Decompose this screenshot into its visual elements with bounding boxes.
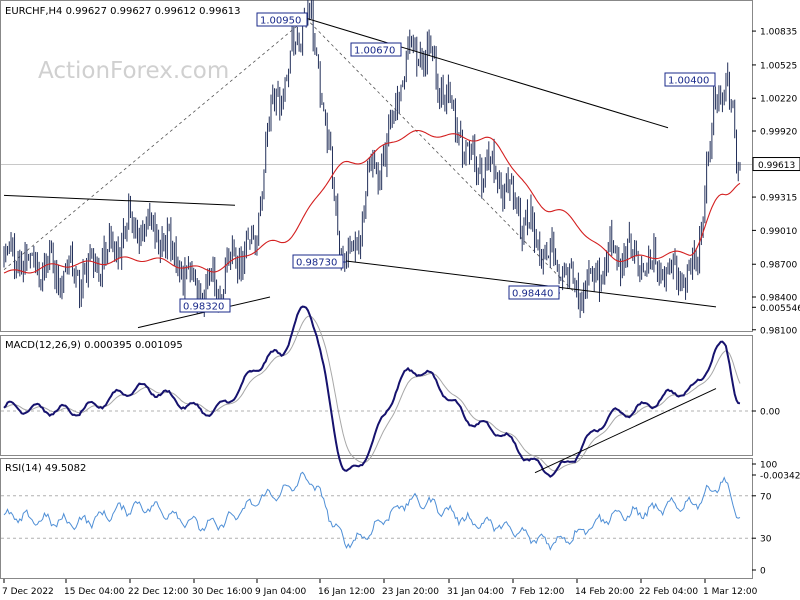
swing-label-box [292, 254, 344, 269]
swing-label-box [256, 12, 308, 27]
price-y-tick-label: 1.00835 [760, 28, 797, 38]
x-tick-label: 23 Jan 20:00 [382, 587, 439, 597]
swing-label-text: 1.00950 [260, 16, 301, 27]
price-y-tick-label: 0.99315 [760, 194, 797, 204]
price-y-tick-label: 0.98400 [760, 294, 797, 304]
swing-label-text: 0.98730 [296, 258, 337, 269]
swing-label-box [179, 298, 231, 313]
watermark: ActionForex.com [38, 58, 229, 84]
price-y-tick-label: 0.99010 [760, 227, 797, 237]
trendline-lower-channel [345, 260, 717, 308]
moving-average-line [3, 129, 741, 274]
x-tick-label: 30 Dec 16:00 [192, 587, 253, 597]
swing-label-text: 0.98320 [183, 302, 224, 313]
x-tick-label: 7 Dec 2022 [2, 587, 54, 597]
swing-label-box [664, 72, 716, 87]
x-tick-label: 16 Jan 12:00 [318, 587, 375, 597]
macd-trendline [534, 388, 717, 474]
last-price-badge [752, 157, 800, 172]
rsi-layer [1, 471, 752, 551]
rsi-line [3, 471, 741, 551]
macd-y-tick-label: 0.005546 [760, 304, 800, 314]
x-tick-label: 9 Jan 04:00 [255, 587, 307, 597]
macd-y-tick-label: 0.00 [760, 408, 780, 418]
macd-layer [1, 305, 752, 478]
swing-label-box [508, 285, 560, 300]
price-y-tick-label: 0.98700 [760, 261, 797, 271]
swing-label-text: 1.00670 [354, 46, 395, 57]
rsi-title: RSI(14) 49.5082 [5, 463, 86, 474]
trendline-top-left [3, 194, 236, 206]
rsi-y-tick-label: 100 [760, 461, 777, 471]
dashed-swing-line-down [305, 18, 576, 293]
axis-layer: 1.00835 1.00525 1.00220 0.99920 0.99315 0.990… [2, 28, 800, 597]
macd-title: MACD(12,26,9) 0.000395 0.001095 [5, 340, 183, 351]
price-y-tick-label: 1.00525 [760, 61, 797, 71]
price-y-tick-label: 1.00220 [760, 95, 797, 105]
macd-panel-frame [0, 335, 753, 456]
trendline-upper-channel [306, 18, 669, 129]
swing-label-text: 1.00400 [668, 76, 709, 87]
last-price-label: 0.99613 [758, 161, 795, 171]
swing-label-text: 0.98440 [512, 289, 553, 300]
price-y-tick-label: 0.99920 [760, 128, 797, 138]
rsi-panel-frame [0, 458, 753, 579]
x-tick-label: 15 Dec 04:00 [64, 587, 125, 597]
x-tick-label: 31 Jan 04:00 [447, 587, 504, 597]
x-tick-label: 1 Mar 12:00 [703, 587, 758, 597]
x-tick-label: 22 Dec 12:00 [128, 587, 189, 597]
price-y-tick-label: 0.98100 [760, 326, 797, 336]
rsi-y-tick-label: 70 [760, 492, 772, 502]
price-header: EURCHF,H4 0.99627 0.99627 0.99612 0.9961… [5, 6, 241, 17]
price-layer: 1.00950 1.00670 1.00400 0.98730 0.98440 0.983… [1, 0, 752, 329]
macd-line [3, 305, 741, 478]
swing-label-box [350, 42, 402, 57]
macd-y-tick-label: -0.003423 [760, 472, 800, 482]
x-tick-label: 7 Feb 12:00 [511, 587, 565, 597]
x-tick-label: 22 Feb 04:00 [639, 587, 698, 597]
rsi-y-tick-label: 30 [760, 535, 772, 545]
x-tick-label: 14 Feb 20:00 [575, 587, 634, 597]
rsi-y-tick-label: 0 [760, 567, 766, 577]
